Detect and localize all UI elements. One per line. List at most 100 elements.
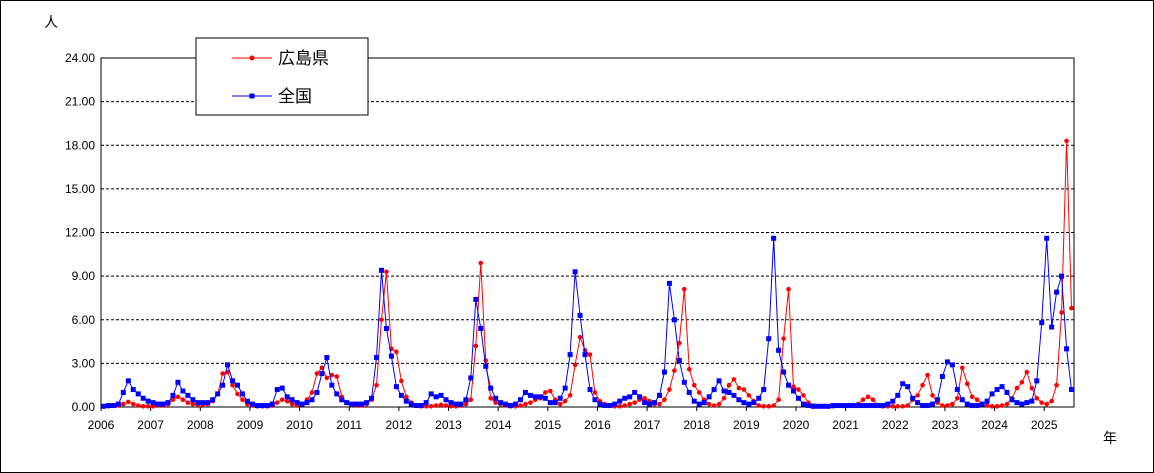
data-point-hiroshima — [642, 395, 647, 401]
data-point-hiroshima — [711, 403, 717, 408]
legend-label-hiroshima: 広島県 — [278, 49, 329, 69]
data-point-national — [294, 400, 300, 406]
series-national — [100, 235, 1075, 409]
x-tick-label: 2012 — [386, 418, 413, 432]
data-point-national — [974, 403, 980, 409]
data-point-national — [1029, 398, 1035, 404]
data-point-national — [885, 401, 891, 407]
x-tick-label: 2017 — [634, 418, 661, 432]
data-point-hiroshima — [1024, 369, 1030, 375]
data-point-national — [264, 403, 270, 409]
data-point-hiroshima — [468, 397, 474, 403]
data-point-national — [731, 392, 737, 398]
data-point-national — [418, 403, 424, 409]
data-point-national — [557, 395, 563, 401]
data-point-national — [125, 378, 131, 384]
data-point-national — [100, 403, 106, 409]
data-point-national — [339, 397, 345, 403]
data-point-national — [483, 363, 489, 369]
data-point-national — [930, 401, 936, 407]
data-point-national — [830, 403, 836, 409]
data-point-national — [369, 395, 375, 401]
data-point-national — [810, 403, 816, 409]
x-tick-label: 2007 — [137, 418, 164, 432]
data-point-hiroshima — [587, 352, 593, 357]
y-tick-label: 0.00 — [72, 400, 96, 414]
data-point-hiroshima — [145, 403, 151, 409]
data-point-national — [800, 401, 806, 407]
data-point-national — [542, 395, 548, 401]
data-point-national — [1039, 320, 1045, 326]
data-point-hiroshima — [1044, 401, 1049, 407]
data-point-national — [567, 352, 573, 358]
data-point-national — [850, 403, 856, 409]
data-point-national — [617, 398, 623, 404]
data-point-hiroshima — [478, 260, 484, 266]
data-point-hiroshima — [721, 395, 727, 401]
data-point-national — [791, 388, 797, 394]
x-tick-label: 2020 — [783, 418, 810, 432]
data-point-national — [185, 392, 191, 398]
data-point-national — [289, 397, 295, 403]
data-point-national — [761, 387, 767, 393]
data-point-national — [210, 397, 216, 403]
data-point-national — [145, 398, 151, 404]
data-point-hiroshima — [279, 397, 285, 403]
data-point-national — [378, 267, 384, 273]
data-point-national — [478, 325, 484, 331]
data-point-national — [875, 403, 881, 409]
data-point-national — [170, 392, 176, 398]
data-point-national — [582, 352, 588, 358]
data-point-national — [870, 403, 876, 409]
data-point-national — [949, 362, 955, 368]
data-point-national — [999, 384, 1005, 390]
data-point-hiroshima — [1004, 401, 1010, 407]
x-axis-unit: 年 — [1103, 431, 1117, 447]
data-point-national — [463, 397, 469, 403]
data-point-national — [756, 395, 762, 401]
data-point-national — [522, 389, 528, 395]
data-point-national — [527, 392, 533, 398]
data-point-national — [656, 392, 662, 398]
data-point-hiroshima — [240, 397, 245, 403]
data-point-national — [508, 403, 514, 409]
data-point-hiroshima — [915, 393, 920, 398]
data-point-hiroshima — [140, 403, 146, 409]
data-point-national — [269, 401, 275, 407]
x-tick-label: 2016 — [584, 418, 611, 432]
data-point-national — [473, 296, 479, 302]
data-point-national — [726, 389, 732, 395]
data-point-national — [637, 394, 643, 400]
data-point-hiroshima — [964, 381, 970, 387]
data-point-national — [1034, 378, 1040, 384]
data-point-hiroshima — [394, 349, 399, 355]
data-point-hiroshima — [562, 398, 568, 404]
data-point-hiroshima — [945, 403, 950, 408]
data-point-hiroshima — [523, 401, 528, 407]
data-point-national — [498, 400, 504, 406]
data-point-national — [795, 395, 801, 401]
data-point-national — [1059, 273, 1065, 279]
data-point-hiroshima — [1034, 395, 1040, 401]
data-point-national — [284, 394, 290, 400]
data-point-hiroshima — [235, 391, 240, 397]
data-point-national — [175, 379, 181, 385]
x-tick-label: 2022 — [882, 418, 909, 432]
data-point-hiroshima — [682, 286, 687, 292]
data-point-hiroshima — [940, 403, 945, 408]
data-point-hiroshima — [483, 358, 489, 363]
data-point-national — [393, 384, 399, 390]
data-point-national — [329, 382, 335, 388]
data-point-national — [1049, 324, 1055, 330]
data-point-national — [845, 403, 851, 409]
data-point-hiroshima — [592, 390, 598, 395]
data-point-national — [364, 400, 370, 406]
data-point-hiroshima — [989, 403, 995, 409]
data-point-hiroshima — [289, 401, 295, 407]
data-point-national — [751, 400, 757, 406]
data-point-national — [890, 398, 896, 404]
data-point-national — [428, 391, 434, 397]
data-point-hiroshima — [493, 400, 498, 405]
data-point-national — [577, 312, 583, 318]
data-point-national — [120, 389, 126, 395]
